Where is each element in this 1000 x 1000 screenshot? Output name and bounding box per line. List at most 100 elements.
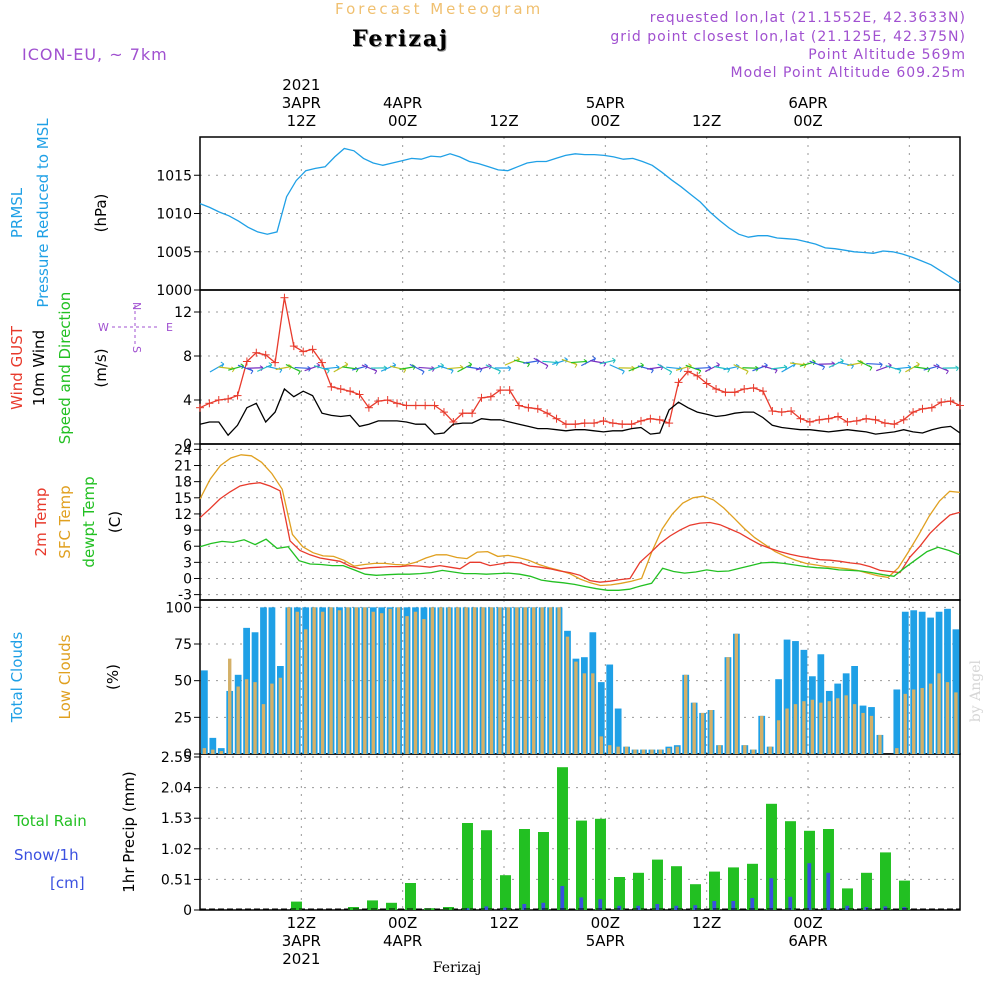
wind-direction-arrow [561,358,578,366]
top-time-label: 00Z [388,112,417,130]
total-cloud-bar [910,610,918,754]
low-cloud-bar [928,683,933,754]
y-tick-label: 8 [183,349,192,365]
low-cloud-bar [945,682,950,754]
wind-arrow-head [668,369,673,376]
wind-arrow-head [697,368,702,375]
temp-2m-label: 2m Temp [32,488,50,557]
low-cloud-bar [447,607,451,754]
low-cloud-bar [920,688,924,754]
footer-location: Ferizaj [433,960,481,976]
wind-10m-label: 10m Wind [30,330,48,406]
low-cloud-bar [253,682,257,754]
bottom-time-label: 00Z [591,914,620,932]
y-tick-label: 1005 [156,245,192,261]
low-cloud-bar [557,607,561,754]
y-tick-label: 3 [183,555,192,571]
wind-direction-arrow [885,365,902,371]
total-cloud-bar [597,682,605,754]
total-cloud-bar [918,611,926,754]
rain-bar [557,767,568,910]
low-cloud-bar [548,607,553,754]
low-cloud-bar [244,679,249,754]
wind-direction-arrow [570,360,587,364]
y-tick-label: 2.04 [161,781,192,797]
temp-unit: (C) [106,511,124,533]
low-cloud-bar [278,677,283,754]
low-cloud-bar [515,607,519,754]
low-cloud-bar [211,749,215,754]
y-tick-label: 1.02 [161,842,192,858]
low-cloud-bar [895,748,899,754]
total-cloud-bar [606,664,614,754]
low-cloud-bar [641,749,646,754]
pressure-label-1: PRMSL [8,187,26,238]
low-cloud-bar [346,607,350,754]
low-cloud-bar [396,607,401,754]
y-tick-label: 1000 [156,283,192,299]
low-cloud-bar [717,745,722,754]
bottom-time-label: 3APR [282,932,321,950]
wind-direction-arrow [418,366,435,370]
y-tick-label: 0 [183,437,192,453]
rain-bar [519,829,530,910]
rain-bar [291,901,302,910]
low-cloud-bar [532,607,536,754]
wind-arrow-head [249,368,254,375]
low-cloud-bar [228,658,232,754]
total-cloud-bar [893,689,901,754]
wind-direction-arrow [847,361,864,367]
low-cloud-bar [388,608,392,754]
wind-direction-arrow [647,366,664,370]
y-tick-label: 18 [174,475,192,491]
total-cloud-bar [209,737,217,754]
temp-2m-line [199,482,961,583]
snow-bar [769,878,774,910]
y-tick-label: 100 [165,600,192,616]
low-cloud-bar [413,611,418,754]
wind-arrow-head [373,368,378,375]
model-label: ICON-EU, ~ 7km [22,45,168,64]
low-cloud-bar [472,607,477,754]
y-tick-label: 12 [174,507,192,523]
wind-direction-arrow [742,367,759,369]
wind-direction-arrow [781,363,796,373]
rain-bar [842,888,853,910]
low-cloud-bar [608,745,612,754]
wind-direction-arrow [770,366,787,370]
wind-direction-arrow [628,364,644,372]
y-tick-label: 25 [174,710,192,726]
y-tick-label: 2.55 [161,750,192,766]
low-cloud-bar [489,607,494,754]
top-time-label: 00Z [793,112,822,130]
wind-arrow-head [955,365,959,372]
low-cloud-bar [844,695,848,754]
requested-coords: requested lon,lat (21.1552E, 42.3633N) [649,10,966,26]
wind-direction-arrow [523,360,540,364]
low-cloud-bar [819,702,823,754]
wind-arrow-head [220,361,225,368]
snow-bar [503,907,508,910]
bottom-time-label: 6APR [788,932,827,950]
snow-bar [579,897,584,910]
product-title: Forecast Meteogram [335,0,544,18]
total-cloud-bar [775,679,782,754]
wind-arrow-head [507,365,512,372]
wind-direction-arrow [809,360,825,368]
low-cloud-bar [236,686,240,754]
rain-bar [386,902,397,910]
clouds-unit: (%) [104,664,122,690]
y-tick-label: 21 [174,459,192,475]
low-cloud-bar [726,657,730,754]
wind-direction-arrow [581,357,596,367]
top-time-label: 12Z [489,112,518,130]
low-cloud-bar [270,683,274,754]
model-altitude: Model Point Altitude 609.25m [730,65,966,81]
low-cloud-bar [304,629,308,754]
low-cloud-bar [667,748,671,754]
y-tick-label: 4 [183,393,192,409]
snow-bar [655,904,660,910]
wind-direction-arrow [447,366,464,370]
snow-bar [674,905,679,910]
wind-direction-arrow [599,359,616,365]
